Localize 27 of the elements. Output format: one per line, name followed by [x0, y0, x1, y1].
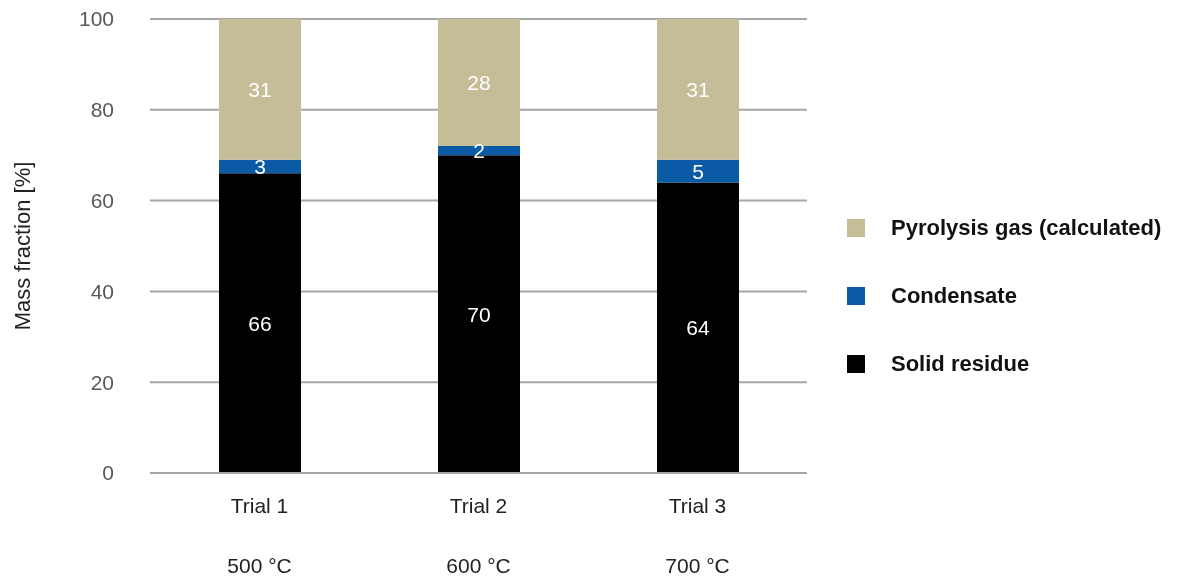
y-axis-title: Mass fraction [%]	[10, 161, 35, 331]
bar	[219, 173, 301, 473]
bar	[657, 19, 739, 160]
legend-label: Condensate	[891, 282, 1017, 309]
category-label: Trial 1 500 °C	[227, 494, 292, 577]
bar	[438, 146, 520, 156]
bar	[657, 182, 739, 473]
category-label: Trial 2 600 °C	[446, 494, 511, 577]
data-label: 31	[248, 77, 272, 101]
legend-label: Pyrolysis gas (calculated)	[891, 214, 1162, 241]
y-tick-label: 40	[90, 279, 114, 303]
data-label: 5	[692, 159, 704, 183]
y-tick-label: 80	[90, 98, 114, 122]
y-tick-label: 60	[90, 189, 114, 213]
bar	[219, 19, 301, 160]
data-label: 31	[686, 77, 710, 101]
y-tick-label: 0	[102, 461, 114, 485]
data-label: 64	[686, 316, 710, 340]
data-label: 66	[248, 311, 272, 335]
y-tick-label: 20	[90, 370, 114, 394]
bar	[657, 159, 739, 183]
legend-label: Solid residue	[891, 350, 1030, 377]
data-label: 28	[467, 71, 491, 95]
data-label: 70	[467, 302, 491, 326]
y-tick-label: 100	[78, 7, 114, 31]
category-label: Trial 3 700 °C	[665, 494, 730, 577]
data-label: 3	[254, 155, 266, 179]
